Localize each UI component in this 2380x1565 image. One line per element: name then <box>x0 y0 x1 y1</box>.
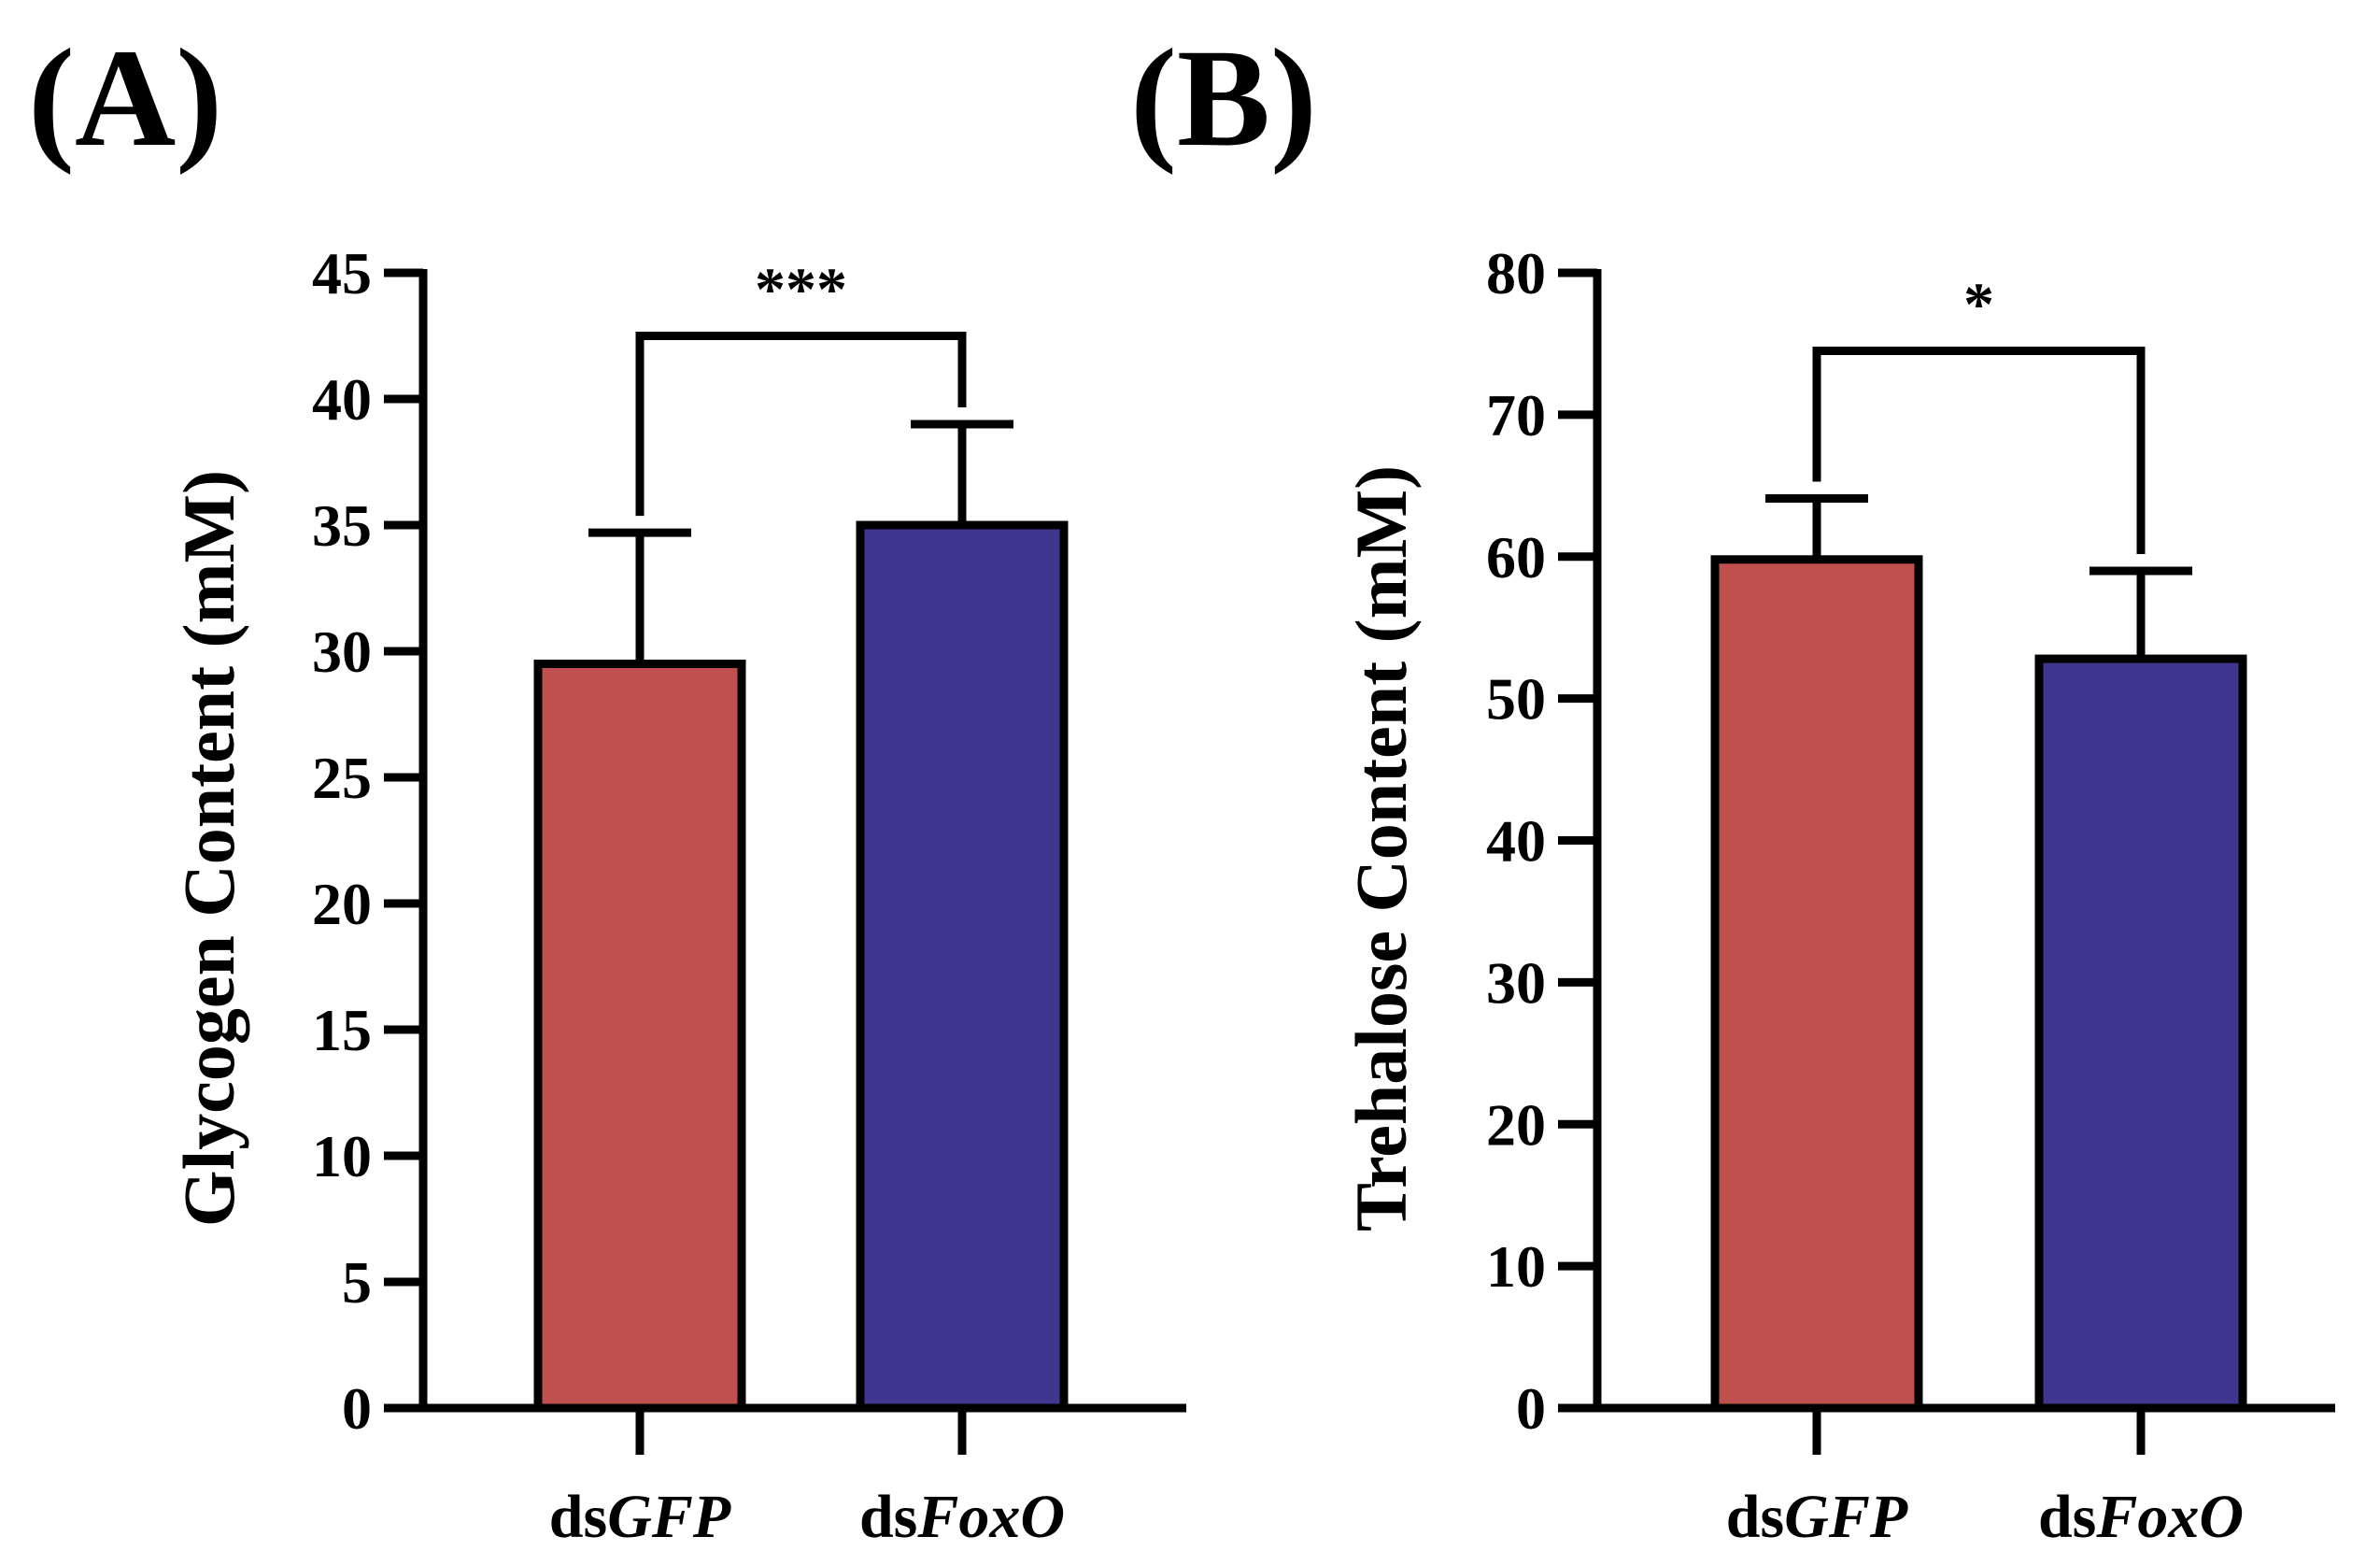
panel-b: (B) Trehalose Content (mM) 0 10 20 30 40 50 60… <box>1130 21 2335 1551</box>
panel-a-ytick-label: 15 <box>312 997 372 1063</box>
panel-a-ytick-label: 20 <box>312 871 372 937</box>
panel-a-ylabel-holder: Glycogen Content (mM) <box>168 470 249 1227</box>
panel-a-letter: (A) <box>28 21 222 176</box>
panel-b-ytick-label: 60 <box>1486 524 1546 590</box>
panel-a-ytick-label: 10 <box>312 1123 372 1189</box>
panel-a-ytick-label: 45 <box>312 240 372 306</box>
panel-a-ytick-label: 25 <box>312 745 372 811</box>
panel-a-bar-gfp <box>533 660 746 1413</box>
panel-b-significance-label: * <box>1963 271 1994 339</box>
panel-b-bar-gfp <box>1710 555 1923 1413</box>
panel-b-ytick-label: 70 <box>1486 382 1546 448</box>
panel-b-letter: (B) <box>1130 21 1317 176</box>
panel-a-ytick-label: 0 <box>342 1375 372 1442</box>
panel-a-bar-foxo <box>856 520 1069 1413</box>
panel-a-xtick-label-foxo: dsFoxO <box>859 1483 1065 1551</box>
panel-b-ytick-label: 10 <box>1486 1233 1546 1300</box>
panel-b-ytick-label: 50 <box>1486 666 1546 733</box>
panel-b-significance-bracket <box>1812 347 2146 554</box>
panel-a-xtick-label-gfp: dsGFP <box>549 1483 731 1551</box>
panel-b-ylabel: Trehalose Content (mM) <box>1340 465 1422 1231</box>
panel-a-significance-bracket <box>635 332 967 517</box>
panel-a-significance-label: *** <box>755 256 847 324</box>
panel-b-bar-foxo <box>2034 654 2247 1413</box>
panel-b-ytick-label: 20 <box>1486 1091 1546 1158</box>
panel-b-ytick-label: 80 <box>1486 240 1546 306</box>
panel-a-ylabel: Glycogen Content (mM) <box>168 470 249 1227</box>
panel-a-ytick-label: 30 <box>312 619 372 685</box>
panel-b-xtick-label-gfp: dsGFP <box>1726 1483 1908 1551</box>
panel-b-ytick-label: 0 <box>1516 1375 1546 1442</box>
panel-a: (A) Glycogen Content (mM) 0 5 10 15 20 25 30 35… <box>28 21 1186 1551</box>
panel-a-ytick-label: 35 <box>312 492 372 559</box>
panel-a-ytick-label: 40 <box>312 366 372 433</box>
panel-b-ytick-label: 40 <box>1486 808 1546 875</box>
panel-b-ylabel-holder: Trehalose Content (mM) <box>1340 465 1422 1231</box>
panel-a-ytick-label: 5 <box>342 1249 372 1316</box>
panel-b-xtick-label-foxo: dsFoxO <box>2038 1483 2244 1551</box>
panel-b-ytick-label: 30 <box>1486 949 1546 1016</box>
